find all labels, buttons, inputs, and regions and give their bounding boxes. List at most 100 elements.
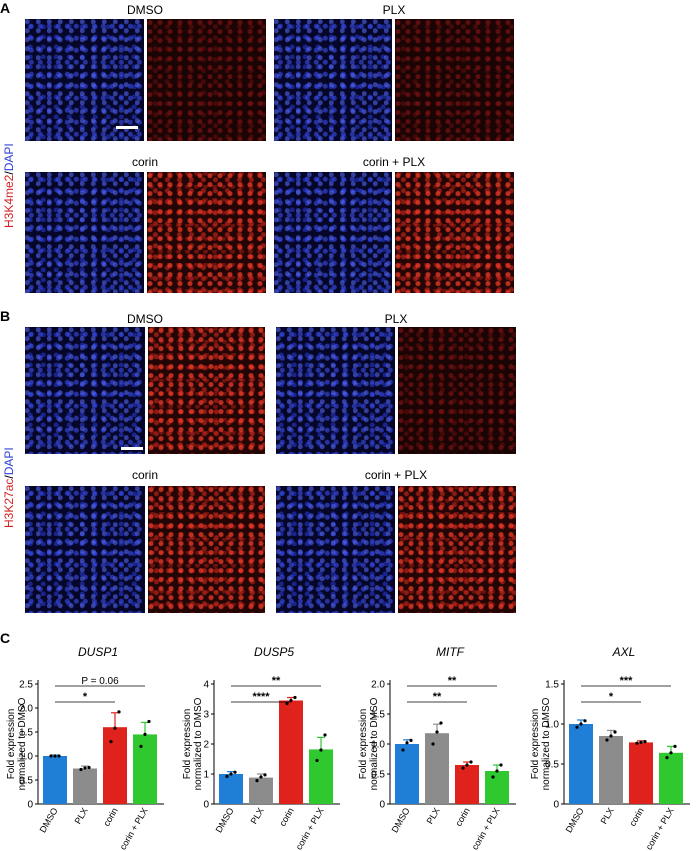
x-tick-label: DMSO	[564, 806, 586, 834]
data-point	[225, 774, 229, 778]
data-point	[635, 741, 639, 745]
h3k27ac-image	[148, 486, 265, 613]
bar	[659, 752, 683, 804]
dapi-image	[276, 486, 395, 613]
condition-label: corin	[131, 468, 158, 482]
y-tick-label: 1	[203, 770, 209, 781]
panel-a-side-label: H3K4me2/DAPI	[2, 143, 16, 228]
y-tick-label: 1.5	[545, 680, 559, 691]
data-point	[583, 719, 587, 723]
bar	[133, 734, 157, 804]
condition-label: DMSO	[127, 312, 163, 326]
h3k27ac-image	[398, 327, 516, 454]
dapi-image	[274, 19, 392, 141]
data-point	[435, 730, 439, 734]
bar	[425, 733, 449, 804]
y-axis-label: Fold expressionnormalized to DMSO	[6, 697, 28, 790]
data-point	[401, 748, 405, 752]
data-point	[491, 775, 495, 779]
data-point	[665, 756, 669, 760]
bar	[599, 736, 623, 804]
x-tick-label: DMSO	[214, 806, 236, 834]
h3k4me2-image	[395, 172, 514, 293]
data-point	[229, 772, 233, 776]
dusp5-chart: DUSP5 Fold expressionnormalized to DMSO 0 1…	[182, 645, 340, 851]
y-tick-label: 0	[379, 800, 385, 811]
dapi-image	[25, 19, 144, 141]
data-point	[139, 744, 143, 748]
data-point	[639, 740, 643, 744]
mitf-chart: MITF Fold expressionnormalized to DMSO 0 0.…	[358, 645, 516, 851]
chart-title: AXL	[612, 645, 636, 659]
h3k4me2-image	[147, 19, 266, 141]
data-point	[117, 710, 121, 714]
data-point	[233, 770, 237, 774]
scale-bar	[121, 447, 143, 450]
x-tick-label: corin + PLX	[470, 806, 502, 851]
data-point	[643, 740, 647, 744]
x-tick-label: corin + PLX	[118, 806, 150, 851]
significance-label: ****	[252, 691, 270, 703]
bar	[219, 774, 243, 804]
data-point	[499, 763, 503, 767]
h3k4me2-image	[147, 172, 266, 293]
y-tick-label: 0	[553, 800, 559, 811]
significance-label: **	[448, 675, 457, 687]
data-point	[57, 754, 61, 758]
data-point	[431, 742, 435, 746]
y-axis-label: Fold expressionnormalized to DMSO	[530, 697, 552, 790]
data-point	[405, 741, 409, 745]
significance-label: **	[272, 675, 281, 687]
data-point	[575, 725, 579, 729]
chart-title: DUSP5	[254, 645, 294, 659]
y-tick-label: 1.0	[545, 720, 559, 731]
bar	[103, 727, 127, 804]
data-point	[409, 738, 413, 742]
x-tick-label: corin + PLX	[294, 806, 326, 851]
y-tick-label: 2	[203, 740, 209, 751]
bar	[569, 724, 593, 804]
data-point	[465, 763, 469, 767]
data-point	[315, 758, 319, 763]
data-point	[605, 738, 609, 742]
h3k4me2-image	[395, 19, 514, 141]
y-tick-label: 2.5	[19, 680, 33, 691]
dusp1-chart: DUSP1 Fold expressionnormalized to DMSO 0 0…	[6, 645, 164, 851]
data-point	[669, 751, 673, 755]
x-tick-label: PLX	[425, 806, 442, 826]
data-point	[147, 719, 151, 724]
dapi-image	[25, 486, 145, 613]
stain-label: DAPI	[2, 143, 16, 172]
data-point	[461, 766, 465, 770]
stain-label: DAPI	[2, 447, 16, 476]
y-tick-label: 0	[27, 800, 33, 811]
chart-title: MITF	[436, 645, 465, 659]
y-tick-label: 1.5	[19, 728, 33, 739]
condition-label: corin + PLX	[364, 468, 428, 482]
dapi-image	[25, 172, 144, 293]
data-point	[285, 701, 289, 706]
data-point	[495, 769, 499, 773]
bar	[485, 771, 509, 804]
label-separator: /	[2, 475, 16, 479]
bar	[43, 756, 67, 804]
data-point	[293, 695, 297, 700]
data-point	[109, 740, 113, 744]
bar	[455, 765, 479, 804]
data-point	[49, 754, 53, 758]
dapi-image	[276, 327, 395, 454]
data-point	[255, 779, 259, 783]
data-point	[79, 767, 83, 772]
scale-bar	[116, 126, 138, 129]
panel-b-side-label: H3K27ac/DAPI	[2, 447, 16, 528]
data-point	[83, 766, 87, 770]
data-point	[53, 754, 57, 758]
dapi-image	[25, 327, 145, 454]
y-tick-label: 2.0	[19, 704, 33, 715]
marker-label: H3K27ac	[2, 478, 16, 528]
significance-label: ***	[620, 675, 634, 687]
y-tick-label: 1.5	[371, 710, 385, 721]
x-tick-label: PLX	[249, 806, 266, 826]
chart-title: DUSP1	[78, 645, 118, 659]
dapi-image	[274, 172, 392, 293]
